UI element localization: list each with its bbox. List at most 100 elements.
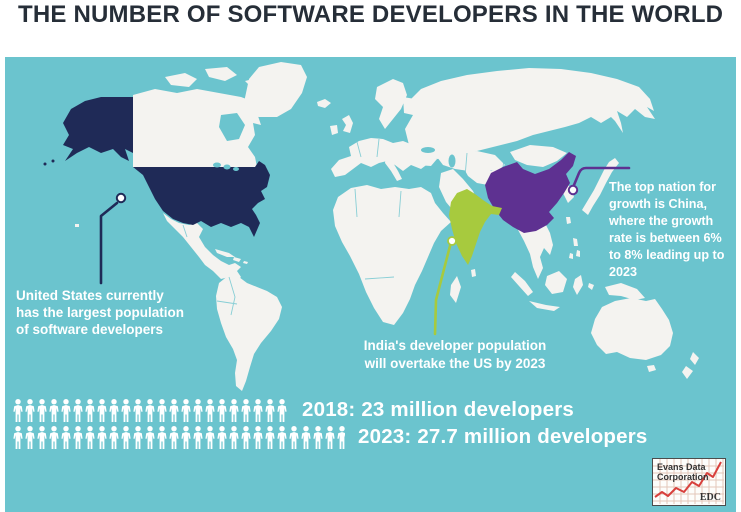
person-icon bbox=[265, 425, 277, 449]
india-callout-line bbox=[433, 244, 452, 336]
country-united-states-alaska bbox=[63, 97, 133, 161]
india-annotation: India's developer population will overta… bbox=[363, 338, 547, 371]
person-icon bbox=[217, 425, 229, 449]
country-united-states bbox=[133, 161, 270, 237]
great-lakes bbox=[213, 162, 239, 171]
person-icon bbox=[25, 425, 37, 449]
landmass-canada bbox=[133, 89, 265, 167]
person-icon bbox=[193, 398, 205, 422]
water-details bbox=[219, 113, 456, 168]
person-icon bbox=[217, 398, 229, 422]
person-icon bbox=[157, 425, 169, 449]
landmass-mexico-central-america bbox=[163, 213, 241, 283]
us-marker-dot bbox=[115, 192, 127, 204]
person-icon bbox=[25, 398, 37, 422]
person-icon bbox=[241, 398, 253, 422]
person-icon bbox=[37, 425, 49, 449]
person-icon bbox=[121, 425, 133, 449]
person-icon bbox=[313, 425, 325, 449]
person-icon-partial bbox=[337, 425, 345, 449]
person-icon bbox=[13, 398, 25, 422]
person-icon bbox=[181, 425, 193, 449]
person-icon bbox=[13, 425, 25, 449]
landmass-madagascar bbox=[450, 276, 461, 303]
person-icon bbox=[85, 425, 97, 449]
landmass-mongolia bbox=[510, 145, 567, 167]
person-icon bbox=[169, 425, 181, 449]
landmass-new-zealand bbox=[682, 352, 699, 379]
person-icon bbox=[85, 398, 97, 422]
person-icon bbox=[121, 398, 133, 422]
world-map bbox=[43, 62, 699, 391]
country-india bbox=[449, 189, 502, 265]
aleutian-islands bbox=[51, 159, 55, 163]
landmass-tasmania bbox=[647, 365, 656, 372]
landmass-caribbean bbox=[215, 249, 248, 264]
person-icon bbox=[205, 425, 217, 449]
stat-row-2023: 2023: 27.7 million developers bbox=[13, 425, 648, 449]
person-icon bbox=[253, 425, 265, 449]
person-icon bbox=[49, 398, 61, 422]
person-icon bbox=[61, 425, 73, 449]
landmass-australia bbox=[591, 298, 673, 360]
landmass-arctic-islands bbox=[165, 67, 275, 109]
person-icon bbox=[181, 398, 193, 422]
logo-trend-line bbox=[654, 461, 722, 498]
person-icon bbox=[109, 398, 121, 422]
person-icon bbox=[265, 398, 277, 422]
map-panel: United States currently has the largest … bbox=[5, 57, 736, 512]
landmass-iceland bbox=[317, 99, 331, 108]
hudson-bay bbox=[219, 113, 245, 141]
person-icon bbox=[277, 425, 289, 449]
black-sea bbox=[421, 147, 435, 153]
landmass-south-america bbox=[216, 275, 282, 391]
person-icon bbox=[205, 398, 217, 422]
india-marker-dot bbox=[447, 236, 457, 246]
landmass-philippines-taiwan bbox=[566, 217, 580, 259]
logo-company-name: Evans Data Corporation bbox=[657, 462, 709, 482]
person-icon bbox=[97, 398, 109, 422]
person-icon bbox=[145, 425, 157, 449]
pictogram-icons-2018 bbox=[13, 398, 289, 422]
landmass-africa bbox=[333, 185, 451, 325]
person-icon bbox=[169, 398, 181, 422]
country-borders bbox=[182, 138, 506, 316]
person-icon bbox=[241, 425, 253, 449]
us-annotation: United States currently has the largest … bbox=[16, 288, 185, 337]
person-icon bbox=[97, 425, 109, 449]
evans-data-logo: Evans Data Corporation EDC bbox=[652, 458, 726, 506]
person-icon bbox=[145, 398, 157, 422]
caspian-sea bbox=[448, 154, 456, 168]
country-china bbox=[485, 152, 576, 233]
person-icon bbox=[253, 398, 265, 422]
person-icon bbox=[73, 425, 85, 449]
stat-label-2023: 2023: 27.7 million developers bbox=[358, 425, 648, 448]
landmass-japan bbox=[582, 158, 619, 215]
landmass-indonesia bbox=[511, 271, 645, 311]
person-icon bbox=[229, 398, 241, 422]
landmass-hawaii bbox=[75, 224, 79, 227]
landmass-anatolia bbox=[413, 155, 437, 166]
landmass-italy bbox=[385, 155, 402, 181]
person-icon bbox=[133, 398, 145, 422]
china-marker-dot bbox=[567, 184, 579, 196]
stat-row-2018: 2018: 23 million developers bbox=[13, 398, 648, 422]
landmass-russia-north-asia bbox=[405, 68, 655, 159]
person-icon bbox=[157, 398, 169, 422]
person-icon bbox=[61, 398, 73, 422]
person-icon bbox=[289, 425, 301, 449]
logo-chart-graphic bbox=[653, 459, 724, 504]
china-callout-line bbox=[572, 166, 631, 187]
aleutian-islands bbox=[43, 162, 47, 166]
stat-label-2018: 2018: 23 million developers bbox=[302, 398, 575, 421]
pictogram-icons-2023 bbox=[13, 425, 345, 449]
landmass-british-isles bbox=[330, 115, 353, 135]
us-callout-line bbox=[99, 201, 119, 285]
person-icon bbox=[193, 425, 205, 449]
person-icon bbox=[49, 425, 61, 449]
person-icon bbox=[73, 398, 85, 422]
person-icon bbox=[37, 398, 49, 422]
logo-abbreviation: EDC bbox=[699, 492, 721, 503]
landmass-sri-lanka bbox=[471, 269, 476, 277]
landmass-scandinavia bbox=[375, 79, 415, 129]
